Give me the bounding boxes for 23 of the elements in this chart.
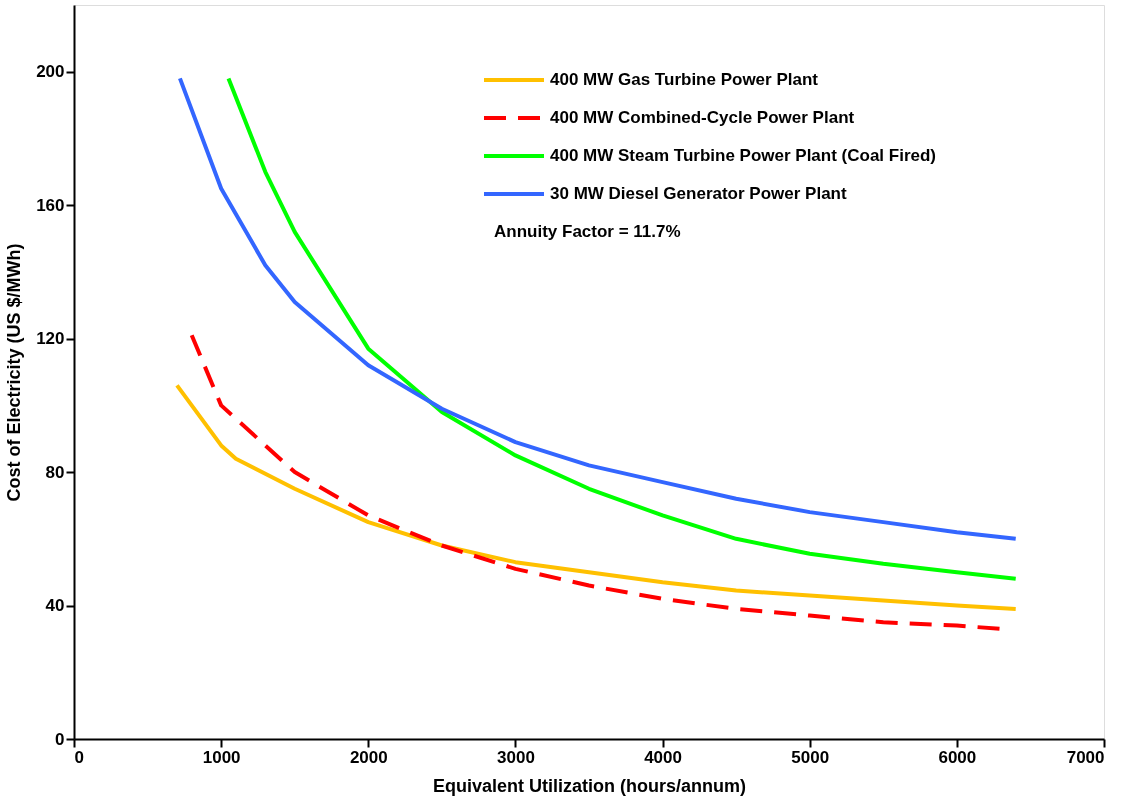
x-tick-label: 3000 (497, 747, 535, 767)
x-axis-title: Equivalent Utilization (hours/annum) (432, 775, 747, 796)
y-tick-label: 120 (36, 329, 65, 349)
legend-label: 30 MW Diesel Generator Power Plant (550, 184, 847, 203)
line-series (175, 383, 1018, 611)
x-tick-label: 6000 (938, 747, 977, 767)
x-tick-label: 1000 (202, 747, 241, 767)
y-tick-label: 160 (36, 195, 65, 215)
x-tick-label: 7000 (1066, 747, 1105, 767)
line-series (189, 333, 1003, 631)
x-tick-label: 5000 (791, 747, 830, 767)
y-tick-label: 80 (45, 462, 65, 482)
legend-label: 400 MW Gas Turbine Power Plant (550, 70, 819, 89)
legend-label: 400 MW Combined-Cycle Power Plant (550, 108, 855, 127)
y-tick-label: 0 (55, 729, 65, 749)
x-tick-label: 2000 (349, 747, 388, 767)
x-tick-label: 4000 (644, 747, 682, 767)
annotation: Annuity Factor = 11.7% (494, 222, 681, 241)
x-tick-label: 0 (74, 747, 84, 767)
legend-label: 400 MW Steam Turbine Power Plant (Coal Fired) (550, 146, 937, 165)
y-tick-label: 40 (45, 596, 65, 616)
y-axis-title: Cost of Electricity (US $/MWh) (4, 243, 25, 502)
y-tick-label: 200 (36, 62, 65, 82)
